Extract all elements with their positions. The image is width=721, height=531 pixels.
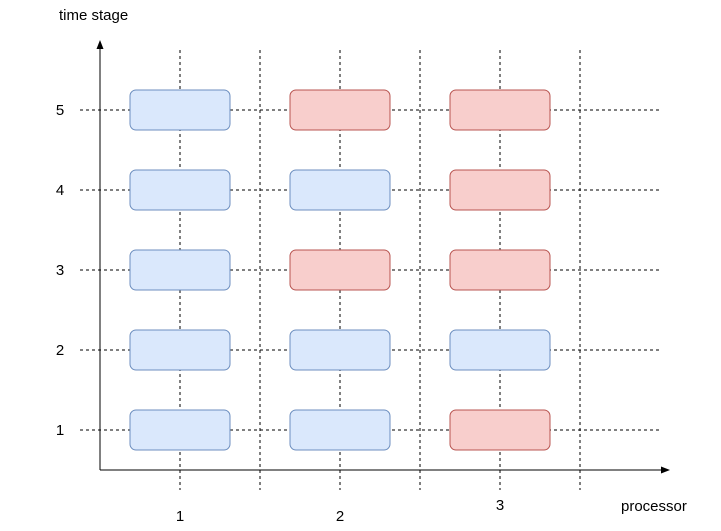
y-axis-label: time stage [59, 7, 128, 24]
x-axis-label: processor [621, 498, 687, 515]
cell-box-stage-2-proc-3 [449, 329, 551, 371]
cell-boxes [129, 89, 551, 451]
cell-box-stage-1-proc-2 [289, 409, 391, 451]
cell-box-stage-2-proc-2 [289, 329, 391, 371]
cell-box-stage-5-proc-3 [449, 89, 551, 131]
cell-box-stage-1-proc-3 [449, 409, 551, 451]
cell-box-stage-5-proc-1 [129, 89, 231, 131]
x-tick-label-1: 1 [176, 508, 184, 525]
cell-box-stage-5-proc-2 [289, 89, 391, 131]
x-axis-arrow [661, 466, 670, 474]
cell-box-stage-1-proc-1 [129, 409, 231, 451]
cell-box-stage-2-proc-1 [129, 329, 231, 371]
y-tick-label-1: 1 [56, 422, 64, 439]
cell-box-stage-3-proc-3 [449, 249, 551, 291]
y-axis-arrow [96, 40, 104, 49]
y-tick-label-2: 2 [56, 342, 64, 359]
cell-box-stage-4-proc-3 [449, 169, 551, 211]
y-tick-label-5: 5 [56, 102, 64, 119]
x-tick-label-2: 2 [336, 508, 344, 525]
x-tick-label-3: 3 [496, 497, 504, 514]
cell-box-stage-3-proc-2 [289, 249, 391, 291]
cell-box-stage-4-proc-2 [289, 169, 391, 211]
y-tick-label-4: 4 [56, 182, 64, 199]
labels: time stage processor 1 2 3 4 5 1 2 3 [56, 7, 687, 525]
cell-box-stage-3-proc-1 [129, 249, 231, 291]
y-tick-label-3: 3 [56, 262, 64, 279]
axes [96, 40, 670, 474]
cell-box-stage-4-proc-1 [129, 169, 231, 211]
